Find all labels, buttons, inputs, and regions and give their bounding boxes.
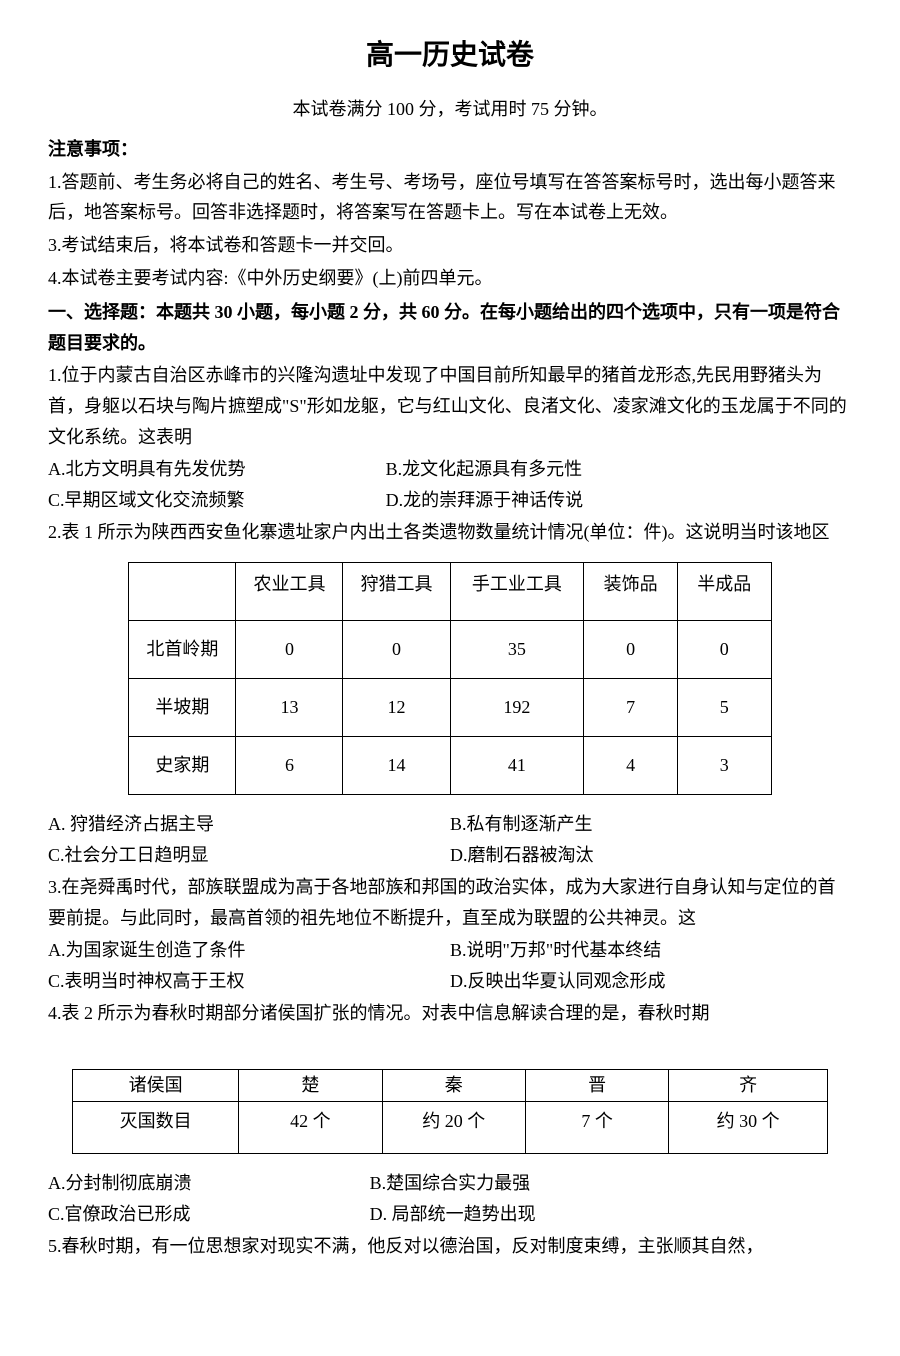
option-c: C.早期区域文化交流频繁 [48,485,386,516]
notice-item: 4.本试卷主要考试内容:《中外历史纲要》(上)前四单元。 [48,263,852,294]
table-cell: 0 [343,620,450,678]
options-row: C.官僚政治已形成 D. 局部统一趋势出现 [48,1199,852,1230]
table-row: 史家期 6 14 41 4 3 [129,736,771,794]
table-header: 装饰品 [584,562,678,620]
table-header: 农业工具 [236,562,343,620]
question-stem: 4.表 2 所示为春秋时期部分诸侯国扩张的情况。对表中信息解读合理的是，春秋时期 [48,998,852,1029]
option-b: B.私有制逐渐产生 [450,809,852,840]
table-header-row: 农业工具 狩猎工具 手工业工具 装饰品 半成品 [129,562,771,620]
table-cell: 0 [236,620,343,678]
table-header [129,562,236,620]
table-header: 齐 [669,1070,828,1102]
options-row: A.为国家诞生创造了条件 B.说明"万邦"时代基本终结 [48,935,852,966]
option-c: C.表明当时神权高于王权 [48,966,450,997]
table-cell: 6 [236,736,343,794]
option-a: A.分封制彻底崩溃 [48,1168,370,1199]
question-stem: 5.春秋时期，有一位思想家对现实不满，他反对以德治国，反对制度束缚，主张顺其自然… [48,1231,852,1262]
options-row: A.北方文明具有先发优势 B.龙文化起源具有多元性 [48,454,852,485]
option-d: D.反映出华夏认同观念形成 [450,966,852,997]
options-row: A.分封制彻底崩溃 B.楚国综合实力最强 [48,1168,852,1199]
option-c: C.社会分工日趋明显 [48,840,450,871]
table-cell: 7 个 [525,1102,668,1154]
table-cell: 41 [450,736,584,794]
table-header: 楚 [239,1070,382,1102]
table-cell: 史家期 [129,736,236,794]
notice-item: 3.考试结束后，将本试卷和答题卡一并交回。 [48,230,852,261]
options-row: C.早期区域文化交流频繁 D.龙的崇拜源于神话传说 [48,485,852,516]
table-header: 秦 [382,1070,525,1102]
table-cell: 0 [677,620,771,678]
option-d: D. 局部统一趋势出现 [370,1199,852,1230]
notice-heading: 注意事项： [48,134,852,165]
table-cell: 13 [236,678,343,736]
table-cell: 约 20 个 [382,1102,525,1154]
table-cell: 北首岭期 [129,620,236,678]
table-header: 诸侯国 [73,1070,239,1102]
table-cell: 12 [343,678,450,736]
option-d: D.龙的崇拜源于神话传说 [386,485,852,516]
q4-table: 诸侯国 楚 秦 晋 齐 灭国数目 42 个 约 20 个 7 个 约 30 个 [72,1069,828,1154]
options-row: A. 狩猎经济占据主导 B.私有制逐渐产生 [48,809,852,840]
options-row: C.表明当时神权高于王权 D.反映出华夏认同观念形成 [48,966,852,997]
table-header: 狩猎工具 [343,562,450,620]
table-row: 半坡期 13 12 192 7 5 [129,678,771,736]
option-b: B.龙文化起源具有多元性 [386,454,852,485]
table-header: 晋 [525,1070,668,1102]
page-title: 高一历史试卷 [48,32,852,80]
options-row: C.社会分工日趋明显 D.磨制石器被淘汰 [48,840,852,871]
table-cell: 4 [584,736,678,794]
table-cell: 14 [343,736,450,794]
notice-item: 1.答题前、考生务必将自己的姓名、考生号、考场号，座位号填写在答答案标号时，选出… [48,167,852,228]
table-cell: 3 [677,736,771,794]
option-b: B.楚国综合实力最强 [370,1168,852,1199]
option-a: A.北方文明具有先发优势 [48,454,386,485]
question-stem: 3.在尧舜禹时代，部族联盟成为高于各地部族和邦国的政治实体，成为大家进行自身认知… [48,872,852,933]
option-c: C.官僚政治已形成 [48,1199,370,1230]
section-heading: 一、选择题：本题共 30 小题，每小题 2 分，共 60 分。在每小题给出的四个… [48,297,852,358]
table-row: 北首岭期 0 0 35 0 0 [129,620,771,678]
table-header-row: 诸侯国 楚 秦 晋 齐 [73,1070,828,1102]
option-d: D.磨制石器被淘汰 [450,840,852,871]
table-header: 半成品 [677,562,771,620]
table-cell: 192 [450,678,584,736]
question-stem: 1.位于内蒙古自治区赤峰市的兴隆沟遗址中发现了中国目前所知最早的猪首龙形态,先民… [48,360,852,452]
question-stem: 2.表 1 所示为陕西西安鱼化寨遗址家户内出土各类遗物数量统计情况(单位：件)。… [48,517,852,548]
table-cell: 42 个 [239,1102,382,1154]
table-cell: 灭国数目 [73,1102,239,1154]
table-cell: 35 [450,620,584,678]
q2-table: 农业工具 狩猎工具 手工业工具 装饰品 半成品 北首岭期 0 0 35 0 0 … [128,562,771,795]
table-cell: 0 [584,620,678,678]
table-row: 灭国数目 42 个 约 20 个 7 个 约 30 个 [73,1102,828,1154]
option-a: A.为国家诞生创造了条件 [48,935,450,966]
table-cell: 5 [677,678,771,736]
table-cell: 7 [584,678,678,736]
option-b: B.说明"万邦"时代基本终结 [450,935,852,966]
table-cell: 约 30 个 [669,1102,828,1154]
option-a: A. 狩猎经济占据主导 [48,809,450,840]
page-subtitle: 本试卷满分 100 分，考试用时 75 分钟。 [48,94,852,125]
table-cell: 半坡期 [129,678,236,736]
table-header: 手工业工具 [450,562,584,620]
